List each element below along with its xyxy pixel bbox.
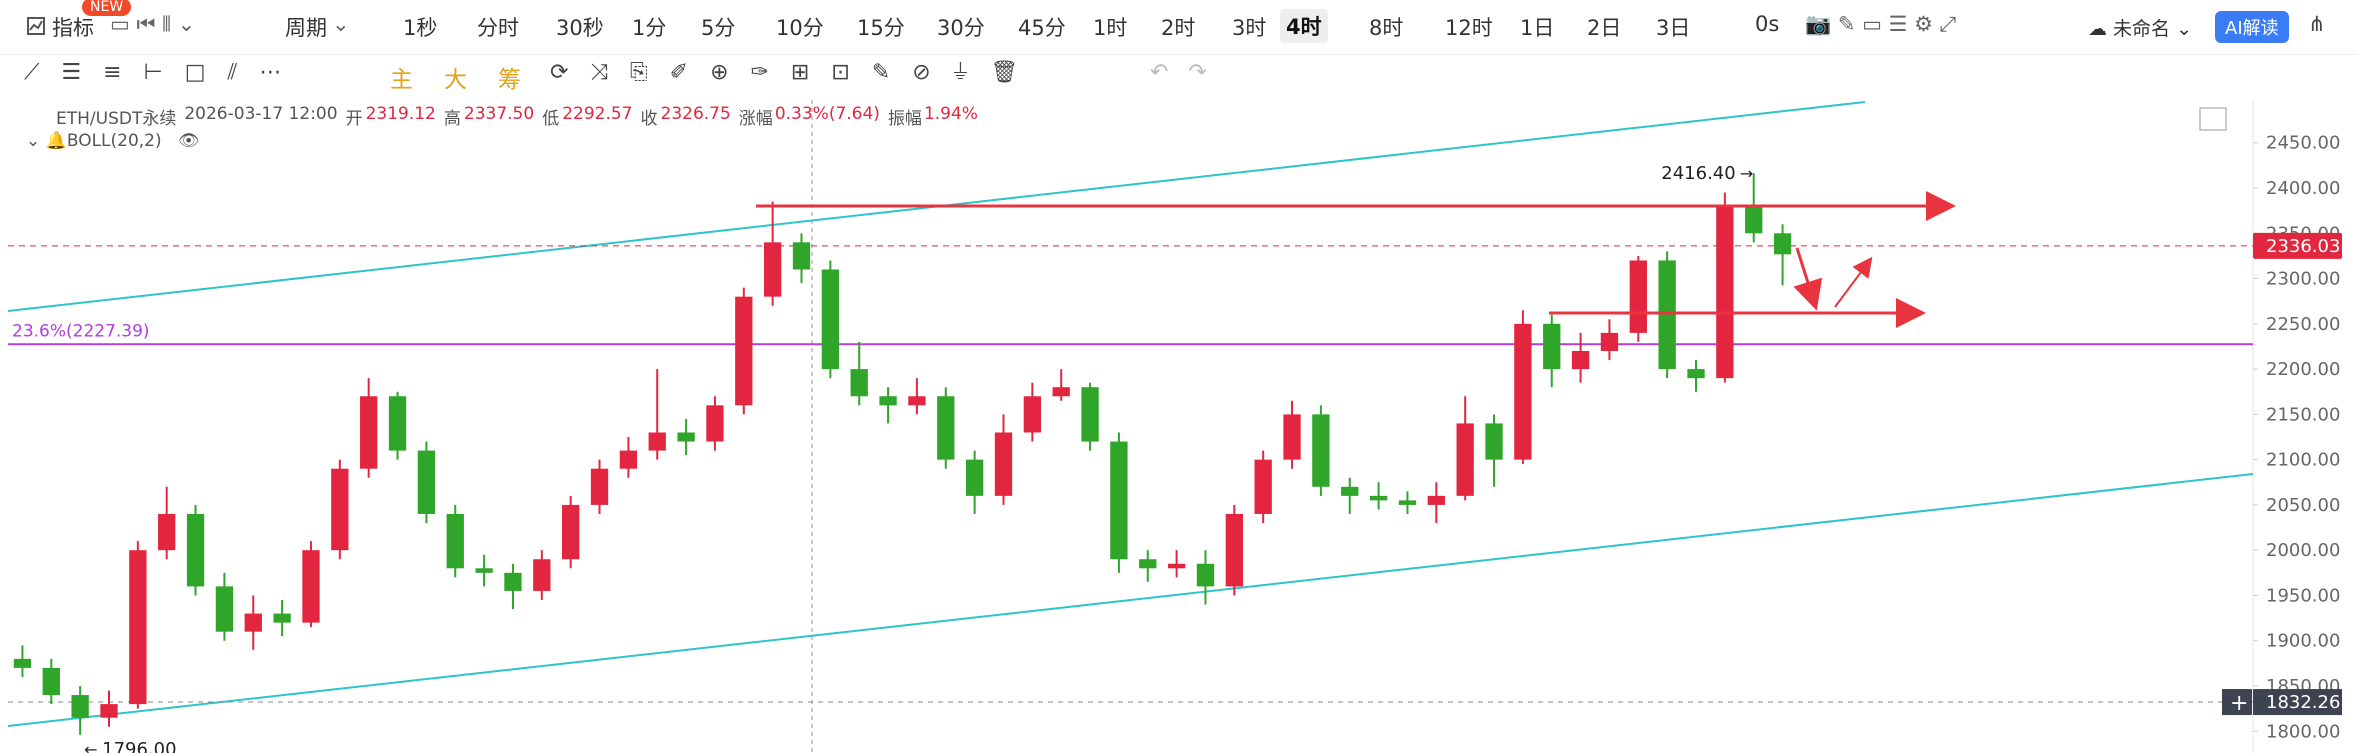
interval-button[interactable]: 4时 [1280,9,1328,43]
ohlc-value: 2292.57 [562,104,633,124]
ohlc-name: 高 [443,109,461,129]
interval-button[interactable]: 1分 [632,16,667,40]
share-icon[interactable]: ⋔ [2308,12,2326,36]
ohlc-name: 开 [345,109,363,129]
ohlc-name: 低 [542,109,560,129]
chip-tool[interactable]: 筹 [498,67,521,93]
crosshair-plus [2222,689,2252,716]
tool-icons[interactable]: 📷 ✎ ▭ ☰ ⚙ ⤢ [1805,12,1957,36]
drawing-toolbar: ⟋☰≡⊢□⫽⋯ 主 大 筹 ⟳⤨⎘✐⊕✑⊞⊡✎⊘⏚🗑 ↶↷ [0,54,2358,98]
crosshair-plus-sign: + [2230,691,2248,716]
interval-button[interactable]: 30秒 [556,16,604,40]
high-label: 2416.40 [1661,163,1735,184]
interval-button[interactable]: 3日 [1656,16,1691,40]
down-arrow [1793,247,1823,311]
undo-redo[interactable]: ↶↷ [1150,60,1227,85]
interval-button[interactable]: 分时 [477,16,519,40]
indicator-line: ⌄ 🔔BOLL(20,2) 👁 [26,131,200,151]
boll: BOLL(20,2) [66,131,162,151]
main-tool[interactable]: 主 [390,67,413,93]
amplitude: 1.94% [923,104,978,124]
indicator-icon [27,17,45,35]
interval-button[interactable]: 2日 [1587,16,1622,40]
low-arrow: ← [84,740,97,753]
interval-button[interactable]: 12时 [1445,16,1493,40]
interval-button[interactable]: 1日 [1520,16,1555,40]
top-toolbar: 指标 NEW ▭ ⏮ ⫴ ⌄ 周期 ⌄ 1秒 分时 30秒 1分 5分 10分 15分 30分… [0,0,2358,55]
new-badge: NEW [82,0,132,16]
layout-name[interactable]: ☁ 未命名 ⌄ [2088,18,2193,40]
high-arrow: → [1740,164,1753,183]
interval-button[interactable]: 15分 [857,16,905,40]
interval-button[interactable]: 10分 [776,16,824,40]
last-price-tag [2253,232,2342,259]
crosshair-label: 1832.26 [2266,692,2340,713]
change-label: 涨幅 [738,109,773,129]
ohlc-value: 2326.75 [660,104,731,124]
interval-button[interactable]: 5分 [701,16,736,40]
timer: 0s [1755,12,1780,36]
interval-button[interactable]: 1秒 [403,16,438,40]
ai-button[interactable]: AI解读 [2215,11,2289,43]
info-line: ETH/USDT永续 2026-03-17 12:00 开 2319.12 高 233… [56,104,978,129]
interval-button[interactable]: 2时 [1161,16,1196,40]
big-tool[interactable]: 大 [444,67,467,93]
amplitude-label: 振幅 [887,109,922,129]
change: 0.33%(7.64) [774,104,880,124]
ohlc-value: 2319.12 [365,104,436,124]
last-price-label: 2336.03 [2266,236,2340,257]
interval-button[interactable]: 30分 [937,16,985,40]
ohlc: 开 2319.12 高 2337.50 低 2292.57 收 2326.75 [346,104,731,129]
indicator-button[interactable]: 指标 [52,16,94,40]
period-button[interactable]: 周期 [285,16,327,40]
low-label: 1796.00 [102,739,176,753]
draw-icons[interactable]: ⟋☰≡⊢□⫽⋯ [24,60,304,85]
ohlc-value: 2337.50 [463,104,535,124]
symbol: ETH/USDT永续 [56,109,177,129]
period-caret[interactable]: ⌄ [332,12,350,36]
interval-button[interactable]: 8时 [1369,16,1404,40]
ohlc-name: 收 [640,109,658,129]
draw-icons-2[interactable]: ⟳⤨⎘✐⊕✑⊞⊡✎⊘⏚🗑 [550,60,1041,85]
crosshair-tag [2253,689,2342,716]
interval-button[interactable]: 3时 [1232,16,1267,40]
interval-button[interactable]: 45分 [1018,16,1066,40]
interval-button[interactable]: 1时 [1093,16,1128,40]
up-arrow [1834,256,1873,308]
date: 2026-03-17 12:00 [184,104,338,124]
layout-name-text: 未命名 [2113,18,2171,40]
toolbar-icons[interactable]: ▭ ⏮ ⫴ ⌄ [110,12,196,36]
